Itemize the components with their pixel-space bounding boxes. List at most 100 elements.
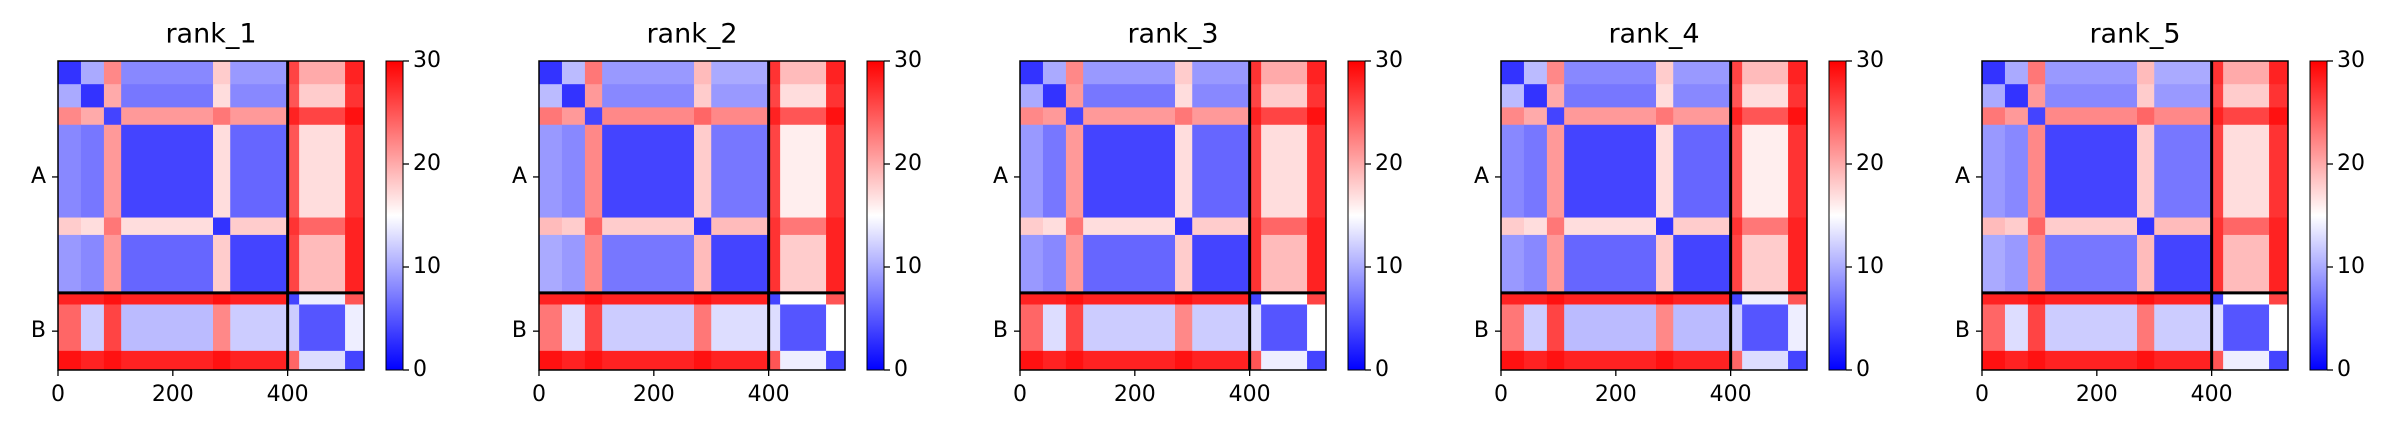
heatmap-cell [1065, 217, 1084, 236]
heatmap-cell [2269, 107, 2289, 126]
heatmap-cell [2045, 84, 2138, 108]
heatmap-cell [780, 124, 827, 219]
heatmap-cell [299, 107, 346, 126]
heatmap-cell [1730, 350, 1743, 371]
x-tick-label: 0 [532, 382, 546, 407]
heatmap-cell [780, 350, 827, 371]
heatmap-cell [1730, 217, 1743, 236]
heatmap-cell [780, 304, 827, 352]
x-tick-label: 0 [51, 382, 65, 407]
heatmap-cell [1042, 61, 1067, 85]
colorbar [385, 60, 404, 371]
heatmap-cell [602, 61, 695, 85]
heatmap-cell [1020, 350, 1044, 371]
heatmap-cell [711, 350, 770, 371]
heatmap-cell [2154, 234, 2213, 294]
heatmap-cell [2211, 350, 2224, 371]
heatmap-cell [2027, 84, 2046, 108]
heatmap-cell [1523, 124, 1548, 219]
heatmap-cell [58, 350, 82, 371]
heatmap-cell [2045, 107, 2138, 126]
heatmap-cell [694, 61, 712, 85]
heatmap-cell [345, 304, 365, 352]
heatmap-cell [2027, 350, 2046, 371]
heatmap-cell [768, 350, 781, 371]
heatmap-cell [2269, 61, 2289, 85]
heatmap-cell [1546, 84, 1565, 108]
colorbar-tick-label: 10 [1375, 254, 1403, 279]
y-tick-label: B [512, 318, 527, 343]
heatmap-cell [826, 217, 846, 236]
heatmap-cell [539, 124, 563, 219]
heatmap-cell [213, 84, 231, 108]
heatmap-cell [768, 234, 781, 294]
colorbar-tick-label: 30 [2337, 48, 2365, 73]
heatmap-cell [1523, 304, 1548, 352]
heatmap-cell [1564, 292, 1657, 305]
colorbar [2309, 60, 2328, 371]
heatmap-cell [2027, 234, 2046, 294]
heatmap-cell [711, 292, 770, 305]
heatmap-cell [287, 61, 300, 85]
heatmap-cell [213, 61, 231, 85]
x-tick-label: 200 [2076, 382, 2118, 407]
heatmap-cell [1982, 84, 2006, 108]
heatmap-cell [2223, 217, 2270, 236]
heatmap-cell [1020, 124, 1044, 219]
heatmap-cell [2137, 350, 2155, 371]
heatmap-cell [602, 124, 695, 219]
heatmap-cell [780, 217, 827, 236]
heatmap-cell [58, 217, 82, 236]
chart-title: rank_2 [646, 19, 737, 50]
heatmap-cell [80, 304, 105, 352]
heatmap-cell [1673, 61, 1732, 85]
heatmap-cell [711, 304, 770, 352]
heatmap-cell [694, 217, 712, 236]
heatmap-cell [230, 350, 289, 371]
colorbar-tick-label: 20 [413, 151, 441, 176]
heatmap-cell [1307, 350, 1327, 371]
heatmap-cell [103, 217, 122, 236]
heatmap-cell [2269, 304, 2289, 352]
heatmap-cell [584, 124, 603, 219]
heatmap-cell [711, 124, 770, 219]
heatmap-cell [1656, 304, 1674, 352]
heatmap-cell [1020, 234, 1044, 294]
chart-title: rank_1 [165, 19, 256, 50]
heatmap-cell [1656, 217, 1674, 236]
heatmap-cell [287, 124, 300, 219]
heatmap-cell [299, 304, 346, 352]
heatmap-cell [80, 350, 105, 371]
x-tick-label: 400 [1229, 382, 1271, 407]
heatmap-cell [539, 292, 563, 305]
heatmap-cell [230, 84, 289, 108]
heatmap-cell [2045, 350, 2138, 371]
heatmap-cell [1564, 234, 1657, 294]
heatmap-cell [1523, 350, 1548, 371]
heatmap-cell [780, 234, 827, 294]
heatmap-cell [1042, 304, 1067, 352]
heatmap-cell [230, 107, 289, 126]
heatmap-cell [1982, 217, 2006, 236]
heatmap-cell [2223, 292, 2270, 305]
heatmap-cell [58, 124, 82, 219]
heatmap-cell [80, 84, 105, 108]
heatmap-cell [121, 107, 214, 126]
heatmap-cell [1249, 61, 1262, 85]
heatmap-cell [1249, 292, 1262, 305]
heatmap-cell [2223, 124, 2270, 219]
heatmap-cell [1742, 217, 1789, 236]
heatmap-cell [1546, 124, 1565, 219]
x-tick-label: 400 [267, 382, 309, 407]
heatmap-cell [1249, 124, 1262, 219]
heatmap-cell [1065, 292, 1084, 305]
colorbar-tick-label: 0 [1856, 357, 1870, 382]
heatmap-cell [2211, 234, 2224, 294]
heatmap-cell [2027, 107, 2046, 126]
heatmap-cell [780, 292, 827, 305]
heatmap-cell [602, 234, 695, 294]
heatmap-cell [1065, 107, 1084, 126]
heatmap-cell [1730, 292, 1743, 305]
heatmap-cell [1175, 350, 1193, 371]
heatmap-cell [1020, 107, 1044, 126]
